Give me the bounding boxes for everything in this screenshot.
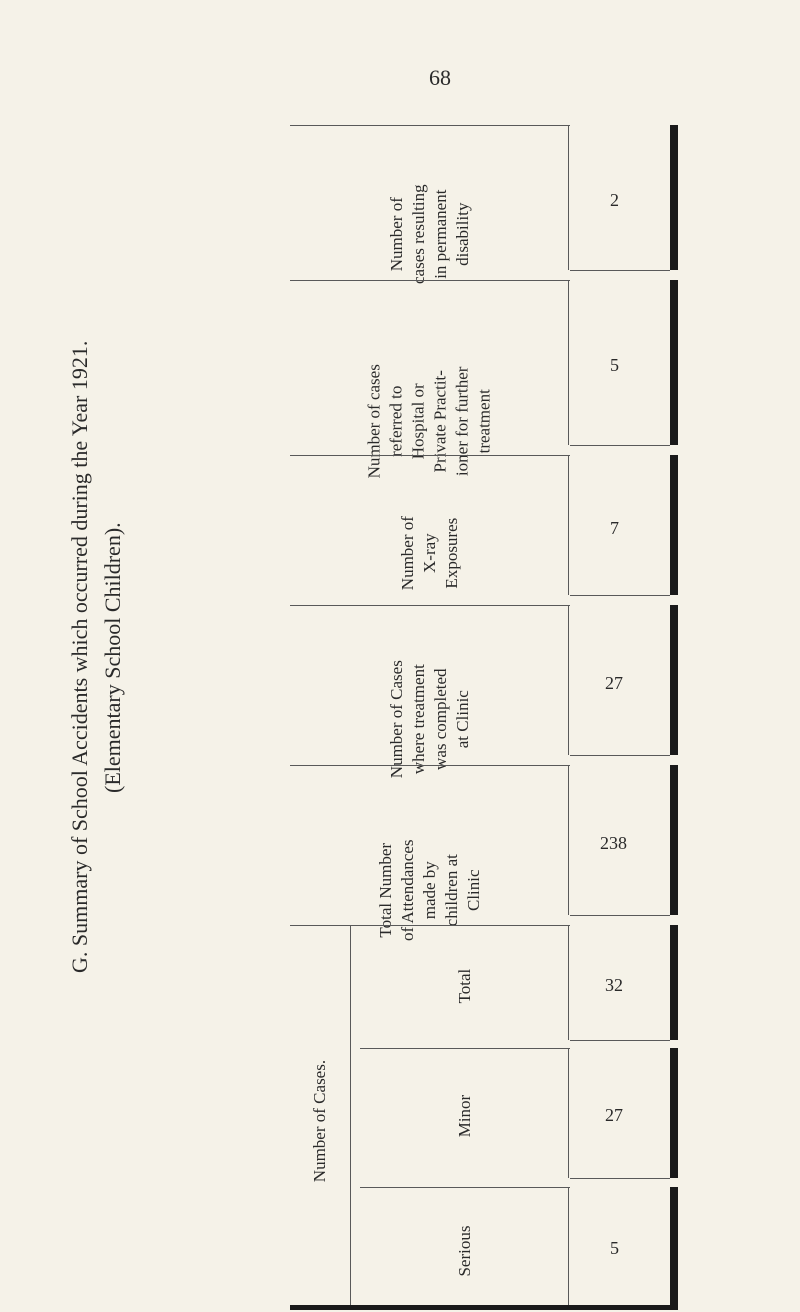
header-line: Number of cases [365, 364, 384, 478]
value-completed-clinic: 27 [605, 673, 623, 694]
value-minor: 27 [605, 1105, 623, 1126]
table-subtitle: (Elementary School Children). [100, 522, 126, 793]
table-thick-bar [670, 280, 678, 445]
table-rule [290, 280, 570, 281]
table-rule [568, 605, 569, 755]
header-line: Number of Cases [387, 660, 406, 778]
table-thick-bar [670, 455, 678, 595]
table-thick-bar [670, 605, 678, 755]
header-xray: Number of X-ray Exposures [397, 498, 463, 608]
header-line: where treatment [409, 664, 428, 774]
table-rule [570, 1040, 670, 1041]
table-rule [350, 925, 351, 1305]
header-line: at Clinic [453, 690, 472, 748]
value-permanent-disability: 2 [610, 190, 619, 211]
header-referred-hospital: Number of cases referred to Hospital or … [364, 336, 497, 506]
table-rule [568, 280, 569, 445]
header-completed-clinic: Number of Cases where treatment was comp… [386, 639, 474, 799]
header-line: Number of [387, 197, 406, 271]
table-rule [360, 1048, 570, 1049]
table-rule [570, 595, 670, 596]
header-line: cases resulting [409, 184, 428, 284]
page-number: 68 [429, 65, 451, 91]
header-serious: Serious [454, 1211, 476, 1291]
table-rule [570, 445, 670, 446]
header-line: in permanent [431, 190, 450, 279]
header-line: ioner for further [453, 367, 472, 477]
table-rule [290, 125, 570, 126]
header-line: children at [442, 854, 461, 926]
header-permanent-disability: Number of cases resulting in permanent d… [386, 154, 474, 314]
header-line: X-ray [420, 533, 439, 573]
table-rule [568, 1187, 569, 1305]
table-rule [568, 455, 569, 595]
header-number-of-cases: Number of Cases. [309, 1046, 331, 1196]
table-thick-bar [670, 925, 678, 1040]
header-line: made by [420, 861, 439, 919]
table-thick-bar [670, 1187, 678, 1305]
header-minor: Minor [454, 1076, 476, 1156]
header-line: Total Number [376, 843, 395, 938]
table-rule [290, 925, 570, 926]
value-serious: 5 [610, 1238, 619, 1259]
header-line: Exposures [442, 518, 461, 589]
table-rule [290, 455, 570, 456]
table-rule [360, 1187, 570, 1188]
table-rule [570, 270, 670, 271]
table-rule [568, 125, 569, 270]
header-line: referred to [387, 386, 406, 457]
table-rule [570, 1178, 670, 1179]
table-thick-bar [670, 125, 678, 270]
header-line: disability [453, 203, 472, 266]
table-bottom-rule [290, 1305, 678, 1310]
value-xray: 7 [610, 518, 619, 539]
value-referred-hospital: 5 [610, 355, 619, 376]
table-rule [568, 925, 569, 1040]
table-rule [570, 755, 670, 756]
header-line: Private Practit- [431, 370, 450, 472]
header-line: was completed [431, 668, 450, 770]
table-title: G. Summary of School Accidents which occ… [67, 341, 93, 973]
table-thick-bar [670, 1048, 678, 1178]
table-thick-bar [670, 765, 678, 915]
table-rule [570, 915, 670, 916]
table-rule [290, 765, 570, 766]
value-total-attendances: 238 [600, 833, 627, 854]
value-total: 32 [605, 975, 623, 996]
header-line: Hospital or [409, 383, 428, 459]
table-rule [568, 1048, 569, 1178]
header-total: Total [454, 946, 476, 1026]
header-line: Number of [398, 516, 417, 590]
table-rule [290, 605, 570, 606]
table-rule [568, 765, 569, 915]
header-line: Clinic [464, 869, 483, 911]
header-line: treatment [475, 389, 494, 453]
